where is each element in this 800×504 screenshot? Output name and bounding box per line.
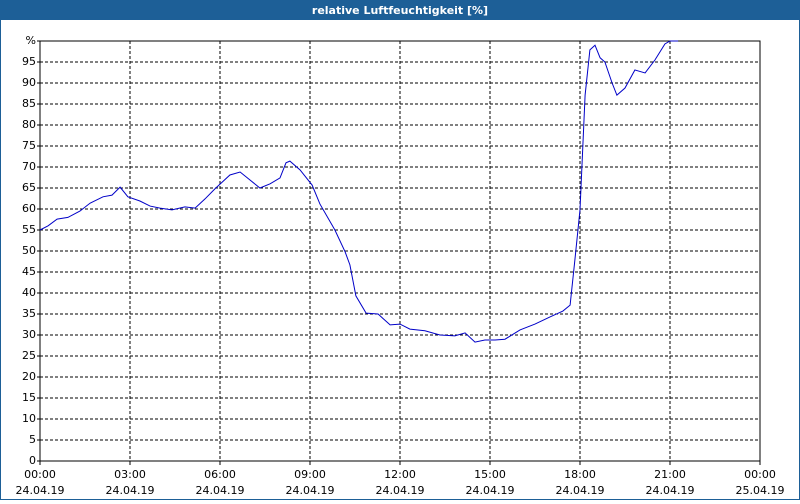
x-tick-date: 24.04.19 <box>196 484 245 497</box>
x-tick-label: 03:00 <box>114 468 146 481</box>
y-tick-label: 10 <box>22 412 36 425</box>
x-tick-date: 24.04.19 <box>16 484 65 497</box>
y-tick-label: 35 <box>22 307 36 320</box>
y-tick-label: 20 <box>22 370 36 383</box>
y-tick-label: 25 <box>22 349 36 362</box>
y-tick-label: 75 <box>22 139 36 152</box>
x-tick-date: 24.04.19 <box>106 484 155 497</box>
y-tick-label: 45 <box>22 265 36 278</box>
x-tick-date: 24.04.19 <box>556 484 605 497</box>
x-tick-label: 15:00 <box>474 468 506 481</box>
chart-title: relative Luftfeuchtigkeit [%] <box>312 4 488 17</box>
y-tick-label: 5 <box>29 433 36 446</box>
x-tick-label: 06:00 <box>204 468 236 481</box>
x-tick-label: 00:00 <box>24 468 56 481</box>
x-tick-date: 24.04.19 <box>286 484 335 497</box>
x-tick-date: 25.04.19 <box>736 484 785 497</box>
x-tick-label: 12:00 <box>384 468 416 481</box>
y-tick-label: 90 <box>22 76 36 89</box>
y-tick-label: 55 <box>22 223 36 236</box>
y-tick-label: 80 <box>22 118 36 131</box>
y-tick-label: 65 <box>22 181 36 194</box>
x-tick-date: 24.04.19 <box>646 484 695 497</box>
x-tick-label: 18:00 <box>564 468 596 481</box>
x-tick-date: 24.04.19 <box>376 484 425 497</box>
y-tick-label: 30 <box>22 328 36 341</box>
y-tick-label: 15 <box>22 391 36 404</box>
x-tick-label: 00:00 <box>744 468 776 481</box>
y-tick-label: 85 <box>22 97 36 110</box>
y-tick-label: 40 <box>22 286 36 299</box>
y-tick-label: 60 <box>22 202 36 215</box>
y-tick-label: 0 <box>29 454 36 467</box>
title-bar <box>0 0 800 20</box>
data-line <box>39 40 679 343</box>
y-tick-label: 95 <box>22 55 36 68</box>
y-tick-label: 50 <box>22 244 36 257</box>
x-tick-date: 24.04.19 <box>466 484 515 497</box>
y-tick-label: 70 <box>22 160 36 173</box>
x-tick-label: 21:00 <box>654 468 686 481</box>
y-tick-label: % <box>26 34 36 47</box>
x-tick-label: 09:00 <box>294 468 326 481</box>
